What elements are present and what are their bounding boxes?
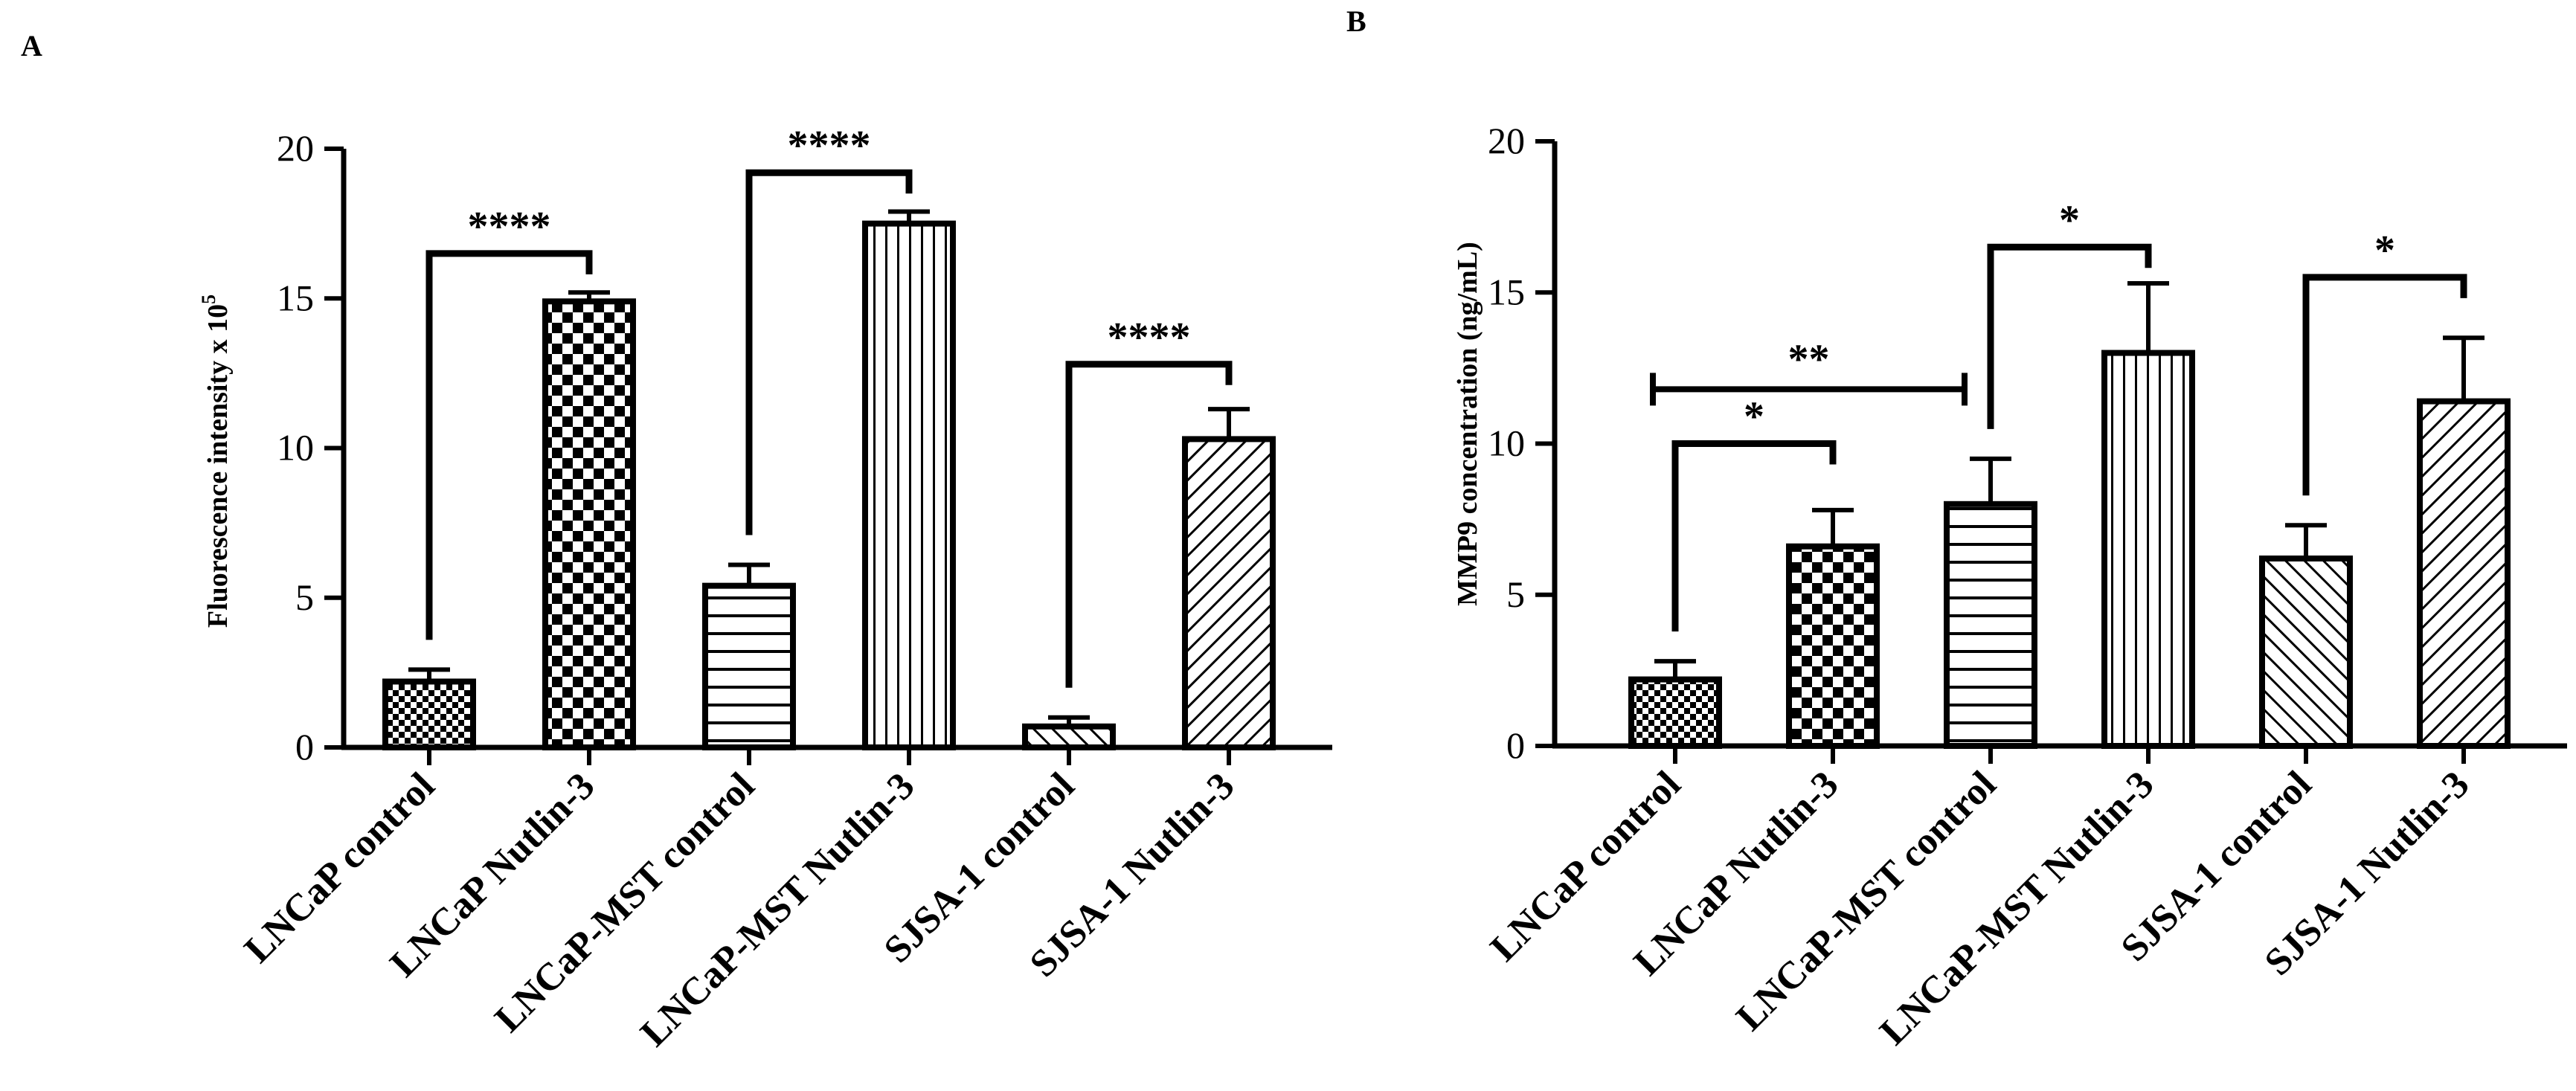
wide-bracket-label: ** bbox=[1788, 336, 1830, 382]
bar bbox=[1786, 543, 1880, 750]
significance-label: * bbox=[2059, 197, 2080, 243]
bar bbox=[542, 298, 636, 750]
significance-bracket bbox=[1671, 440, 1837, 632]
significance-bracket bbox=[1065, 361, 1233, 688]
panel-letter: B bbox=[1346, 4, 1366, 38]
bar bbox=[2259, 555, 2353, 749]
significance-label: * bbox=[1744, 394, 1764, 440]
category-label: LNCaP-MST control bbox=[1729, 763, 2005, 1039]
y-axis-label-superscript: 5 bbox=[198, 295, 219, 304]
y-tick-label: 20 bbox=[277, 127, 314, 169]
significance-label: **** bbox=[788, 123, 871, 169]
y-axis-label: MMP9 concentration (ng/mL) bbox=[1452, 242, 1483, 606]
y-axis-label-text: Fluorescence intensity x 10 bbox=[202, 304, 234, 628]
bar bbox=[702, 582, 796, 751]
bar bbox=[2101, 350, 2195, 749]
category-label: LNCaP-MST Nutlin-3 bbox=[1872, 763, 2162, 1053]
significance-bracket bbox=[745, 169, 913, 535]
y-tick-label: 15 bbox=[277, 277, 314, 318]
significance-label: * bbox=[2374, 228, 2395, 274]
significance-label: **** bbox=[468, 204, 551, 250]
bar bbox=[382, 678, 476, 751]
bar bbox=[1022, 723, 1116, 751]
y-tick-label: 0 bbox=[1506, 724, 1525, 766]
category-label: LNCaP-MST control bbox=[487, 765, 763, 1040]
y-tick-label: 10 bbox=[277, 427, 314, 469]
y-tick-label: 15 bbox=[1488, 271, 1525, 312]
bar bbox=[1628, 676, 1722, 750]
significance-label: **** bbox=[1108, 315, 1191, 361]
bar bbox=[1182, 436, 1276, 750]
significance-bracket bbox=[1987, 243, 2152, 429]
y-tick-label: 10 bbox=[1488, 422, 1525, 464]
bar bbox=[862, 220, 956, 750]
category-label: LNCaP-MST Nutlin-3 bbox=[632, 765, 922, 1055]
y-axis-label: Fluorescence intensity x 105 bbox=[198, 295, 234, 628]
panel-b: B 0 5 10 15 20 MMP9 concentration (ng/mL) LNCaP… bbox=[1346, 4, 2567, 1053]
y-tick-label: 0 bbox=[295, 726, 314, 767]
y-axis-label-text: MMP9 concentration (ng/mL) bbox=[1452, 242, 1483, 606]
significance-bracket bbox=[425, 250, 593, 640]
bar bbox=[2417, 398, 2511, 750]
panel-letter: A bbox=[21, 29, 42, 62]
y-tick-label: 5 bbox=[1506, 573, 1525, 615]
significance-bracket bbox=[2302, 274, 2467, 496]
y-tick-label: 20 bbox=[1488, 120, 1525, 161]
bar bbox=[1944, 501, 2037, 749]
y-tick-label: 5 bbox=[295, 576, 314, 618]
